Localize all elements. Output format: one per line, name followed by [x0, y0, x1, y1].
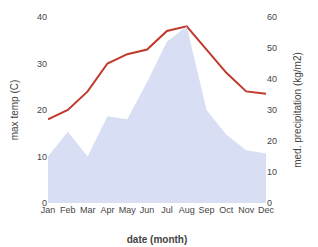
svg-text:40: 40 [37, 12, 47, 22]
svg-text:Aug: Aug [179, 205, 195, 215]
svg-text:med. precipitation (kg/m2): med. precipitation (kg/m2) [292, 52, 303, 168]
svg-text:Jun: Jun [140, 205, 155, 215]
svg-text:50: 50 [267, 43, 277, 53]
svg-text:10: 10 [37, 152, 47, 162]
svg-text:10: 10 [267, 167, 277, 177]
svg-text:40: 40 [267, 74, 277, 84]
svg-text:Jan: Jan [41, 205, 56, 215]
svg-text:Apr: Apr [100, 205, 114, 215]
svg-text:20: 20 [267, 136, 277, 146]
svg-text:20: 20 [37, 105, 47, 115]
svg-text:Dec: Dec [258, 205, 275, 215]
svg-text:Jul: Jul [161, 205, 173, 215]
svg-text:Feb: Feb [60, 205, 76, 215]
svg-text:May: May [119, 205, 137, 215]
svg-text:Sep: Sep [199, 205, 215, 215]
svg-text:0: 0 [267, 198, 272, 208]
svg-text:30: 30 [267, 105, 277, 115]
svg-text:max temp (C): max temp (C) [9, 80, 20, 141]
svg-text:Mar: Mar [80, 205, 96, 215]
svg-text:date (month): date (month) [127, 234, 188, 245]
svg-text:30: 30 [37, 59, 47, 69]
svg-text:60: 60 [267, 12, 277, 22]
svg-text:0: 0 [42, 198, 47, 208]
svg-text:Nov: Nov [238, 205, 255, 215]
svg-text:Oct: Oct [219, 205, 234, 215]
